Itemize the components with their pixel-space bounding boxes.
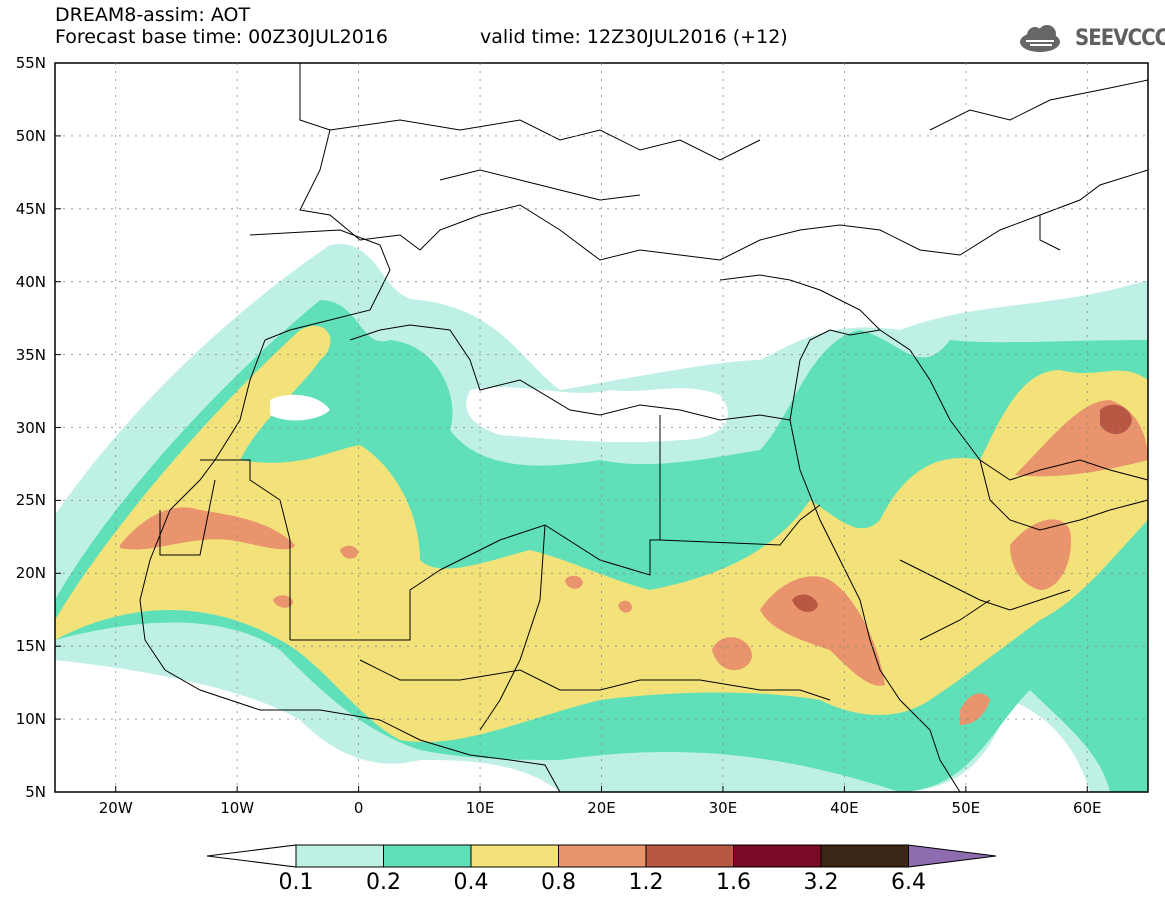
- lon-label: 40E: [830, 799, 859, 817]
- chart-title: DREAM8-assim: AOT: [55, 4, 251, 26]
- colorbar-level-label: 3.2: [803, 870, 839, 895]
- lat-label: 25N: [15, 491, 46, 510]
- lat-label: 20N: [15, 564, 46, 583]
- colorbar-box: [383, 844, 472, 868]
- lon-label: 0: [353, 799, 364, 817]
- lat-label: 30N: [15, 418, 46, 437]
- cloud-logo-icon: [1020, 25, 1060, 52]
- colorbar-min-triangle: [206, 844, 297, 868]
- lon-label: 30E: [708, 799, 738, 817]
- colorbar-level-label: 0.2: [366, 870, 401, 895]
- colorbar: [206, 844, 997, 868]
- colorbar-level-label: 0.4: [453, 870, 489, 895]
- lat-label: 10N: [15, 710, 46, 729]
- forecast-base-time: Forecast base time: 00Z30JUL2016: [55, 26, 388, 48]
- logo-text: SEEVCCC: [1075, 26, 1165, 51]
- lon-label: 60E: [1072, 799, 1102, 817]
- lat-label: 35N: [15, 345, 46, 364]
- colorbar-box: [558, 844, 647, 868]
- colorbar-box: [470, 844, 559, 868]
- lon-label: 50E: [951, 799, 981, 817]
- colorbar-box: [295, 844, 384, 868]
- axis-ticks: [55, 62, 1088, 793]
- lat-label: 50N: [15, 126, 46, 145]
- lon-label: 20E: [587, 799, 616, 817]
- colorbar-level-label: 1.6: [716, 870, 751, 895]
- lat-label: 45N: [15, 199, 46, 218]
- country-borders: [55, 63, 1148, 792]
- colorbar-box: [645, 844, 734, 868]
- colorbar-level-label: 6.4: [891, 870, 926, 895]
- colorbar-box: [733, 844, 822, 868]
- colorbar-level-label: 0.8: [541, 870, 576, 895]
- colorbar-max-triangle: [907, 844, 997, 868]
- colorbar-level-label: 1.2: [628, 870, 664, 895]
- colorbar-level-label: 0.1: [278, 870, 314, 895]
- lat-label: 15N: [15, 637, 46, 656]
- lat-label: 40N: [15, 272, 46, 291]
- lon-label: 10E: [465, 799, 495, 817]
- colorbar-box: [820, 844, 909, 868]
- lat-label: 5N: [25, 783, 46, 801]
- lat-label: 55N: [15, 54, 46, 72]
- graticule: [55, 63, 1148, 792]
- lon-label: 10W: [220, 799, 255, 817]
- lon-label: 20W: [98, 799, 133, 817]
- valid-time: valid time: 12Z30JUL2016 (+12): [480, 26, 788, 48]
